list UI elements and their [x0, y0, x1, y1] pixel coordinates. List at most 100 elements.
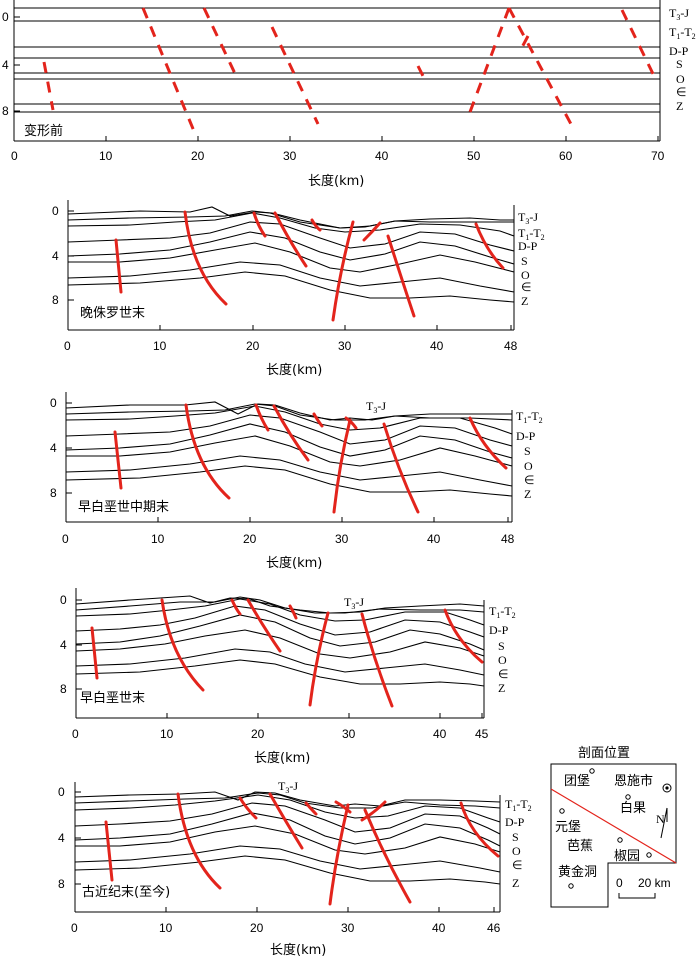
svg-text:Z: Z [521, 294, 528, 308]
svg-text:20: 20 [246, 339, 260, 353]
svg-text:S: S [524, 444, 531, 458]
svg-text:0: 0 [71, 921, 78, 935]
svg-text:S: S [521, 254, 528, 268]
svg-text:D-P: D-P [516, 429, 536, 443]
svg-text:T1-T2: T1-T2 [489, 604, 516, 620]
p5-inline-stratum: T3-J [278, 779, 298, 795]
svg-text:30: 30 [342, 727, 356, 741]
svg-text:50: 50 [467, 149, 481, 163]
place-enshi: 恩施市 [614, 773, 653, 789]
svg-text:0: 0 [50, 396, 57, 410]
panel-end-paleogene: 0 4 8 0 10 20 30 40 46 长度(km) 古近纪末(至今) T… [58, 779, 532, 958]
svg-text:S: S [676, 57, 683, 71]
place-jiaoyuan: 椒园 [614, 849, 640, 864]
svg-text:10: 10 [153, 339, 167, 353]
svg-text:∈: ∈ [498, 667, 508, 681]
panel-mid-early-cretaceous: 0 4 8 0 10 20 30 40 48 长度(km) 早白垩世中期末 T3… [50, 392, 543, 571]
svg-text:8: 8 [58, 877, 65, 891]
svg-text:0: 0 [11, 149, 18, 163]
svg-text:T1-T2: T1-T2 [518, 226, 545, 242]
svg-text:30: 30 [335, 532, 349, 546]
svg-text:S: S [498, 639, 505, 653]
svg-text:O: O [521, 268, 530, 282]
scale-bar [618, 893, 656, 899]
place-baiguo: 白果 [620, 800, 646, 816]
svg-text:0: 0 [58, 785, 65, 799]
svg-text:4: 4 [60, 638, 67, 652]
place-huangjindong: 黄金洞 [558, 864, 597, 880]
svg-text:8: 8 [60, 682, 67, 696]
svg-text:40: 40 [432, 921, 446, 935]
p1-ytick-0: 0 [2, 10, 9, 24]
svg-text:45: 45 [475, 727, 489, 741]
svg-text:O: O [524, 459, 533, 473]
panel-late-jurassic: 0 4 8 0 10 20 30 40 48 长度(km) 晚侏罗世末 T3-J… [52, 200, 545, 378]
svg-text:Z: Z [498, 681, 505, 695]
p4-inline-stratum: T3-J [344, 595, 364, 611]
svg-text:30: 30 [341, 921, 355, 935]
svg-text:0: 0 [62, 532, 69, 546]
svg-text:70: 70 [651, 149, 665, 163]
scale-zero: 0 [616, 876, 623, 890]
svg-text:20: 20 [250, 921, 264, 935]
svg-text:O: O [512, 844, 521, 858]
svg-text:48: 48 [504, 339, 518, 353]
p2-stage-label: 晚侏罗世末 [80, 306, 145, 321]
svg-text:8: 8 [52, 293, 59, 307]
svg-text:长度(km): 长度(km) [266, 362, 322, 378]
p1-x-axis-label: 长度(km) [308, 173, 364, 189]
svg-text:0: 0 [60, 593, 67, 607]
svg-text:D-P: D-P [489, 623, 509, 637]
svg-text:T3-J: T3-J [518, 210, 538, 226]
svg-text:D-P: D-P [669, 44, 689, 58]
svg-text:Z: Z [524, 487, 531, 501]
svg-text:20: 20 [243, 532, 257, 546]
svg-text:0: 0 [72, 727, 79, 741]
p4-stage-label: 早白垩世末 [80, 690, 145, 706]
place-bajiao: 芭蕉 [567, 839, 593, 854]
scale-value: 20 km [638, 876, 671, 890]
svg-text:48: 48 [501, 532, 515, 546]
svg-text:0: 0 [52, 204, 59, 218]
svg-text:∈: ∈ [521, 280, 531, 294]
svg-text:4: 4 [58, 831, 65, 845]
svg-text:D-P: D-P [518, 239, 538, 253]
p1-ytick-8: 8 [2, 104, 9, 118]
p5-stage-label: 古近纪末(至今) [82, 884, 170, 900]
svg-text:T1-T2: T1-T2 [505, 797, 532, 813]
svg-text:D-P: D-P [505, 815, 525, 829]
svg-text:T3-J: T3-J [669, 6, 689, 22]
svg-text:10: 10 [160, 727, 174, 741]
svg-text:长度(km): 长度(km) [254, 750, 310, 766]
p1-x-ticks: 0 10 20 30 40 50 60 70 [11, 136, 665, 163]
svg-text:40: 40 [430, 339, 444, 353]
place-tuanbao: 团堡 [564, 773, 590, 789]
north-label: N [656, 812, 665, 826]
svg-text:40: 40 [433, 727, 447, 741]
svg-text:4: 4 [52, 249, 59, 263]
svg-text:∈: ∈ [512, 858, 522, 872]
svg-text:T1-T2: T1-T2 [669, 25, 696, 41]
svg-text:Z: Z [676, 99, 683, 113]
p3-stage-label: 早白垩世中期末 [78, 499, 169, 515]
panel-end-early-cretaceous: 0 4 8 0 10 20 30 40 45 长度(km) 早白垩世末 T3-J… [60, 588, 516, 766]
svg-text:O: O [676, 72, 685, 86]
north-arrow-icon [660, 807, 668, 839]
p3-inline-stratum: T3-J [366, 399, 386, 415]
svg-text:20: 20 [191, 149, 205, 163]
svg-text:40: 40 [427, 532, 441, 546]
panel-before-deformation: 0 4 8 0 10 20 30 40 50 60 70 长 [2, 0, 696, 189]
svg-text:30: 30 [338, 339, 352, 353]
svg-text:T1-T2: T1-T2 [516, 409, 543, 425]
svg-text:30: 30 [283, 149, 297, 163]
svg-text:8: 8 [50, 486, 57, 500]
svg-text:长度(km): 长度(km) [270, 942, 326, 958]
svg-text:0: 0 [64, 339, 71, 353]
place-yuanbao: 元堡 [555, 819, 581, 835]
svg-text:60: 60 [559, 149, 573, 163]
svg-text:10: 10 [151, 532, 165, 546]
svg-text:O: O [498, 653, 507, 667]
p1-ytick-4: 4 [2, 58, 9, 72]
svg-text:10: 10 [159, 921, 173, 935]
